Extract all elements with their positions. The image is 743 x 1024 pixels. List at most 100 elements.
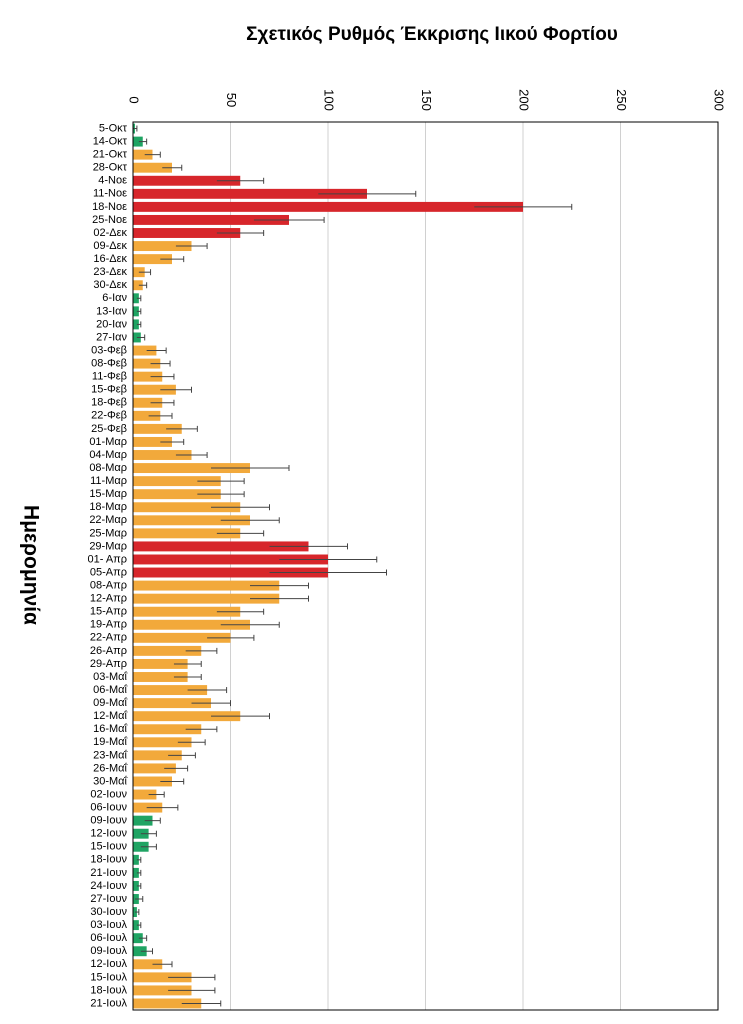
- x-tick-label: 300: [712, 89, 727, 111]
- bar: [133, 450, 192, 460]
- x-tick-label: 150: [419, 89, 434, 111]
- y-tick-label: 23-Δεκ: [93, 266, 127, 278]
- bar: [133, 397, 163, 408]
- y-tick-label: 15-Μαρ: [89, 488, 127, 500]
- y-tick-label: 25-Μαρ: [89, 527, 127, 539]
- bar: [133, 606, 241, 617]
- bar: [133, 619, 250, 630]
- y-tick-label: 16-Δεκ: [93, 253, 127, 265]
- bar: [133, 306, 139, 317]
- bar: [133, 711, 241, 722]
- bar: [133, 998, 202, 1009]
- y-tick-label: 22-Φεβ: [91, 410, 127, 422]
- y-tick-label: 26-Απρ: [90, 645, 127, 657]
- y-tick-label: 02-Δεκ: [93, 227, 127, 239]
- y-tick-label: 03-Φεβ: [91, 344, 127, 356]
- bar: [133, 724, 202, 735]
- y-tick-label: 09-Ιουν: [90, 815, 127, 827]
- x-tick-label: 200: [517, 89, 532, 111]
- y-tick-label: 4-Νοε: [98, 175, 127, 187]
- y-tick-label: 21-Οκτ: [93, 149, 128, 161]
- y-tick-label: 23-Μαΐ: [93, 749, 127, 761]
- bar: [133, 214, 289, 225]
- bar: [133, 345, 157, 356]
- bar: [133, 201, 523, 212]
- axis-title: Ημερομηνία: [19, 505, 42, 625]
- bar: [133, 867, 139, 878]
- bar: [133, 254, 172, 265]
- y-tick-label: 15-Φεβ: [91, 384, 127, 396]
- bar: [133, 489, 221, 500]
- y-tick-label: 11-Μαρ: [90, 475, 127, 487]
- bar: [133, 515, 250, 526]
- bar: [133, 658, 188, 669]
- y-tick-label: 15-Απρ: [90, 606, 127, 618]
- bar: [133, 880, 139, 891]
- bar: [133, 319, 139, 330]
- y-tick-label: 09-Ιουλ: [90, 945, 127, 957]
- y-tick-label: 08-Απρ: [90, 579, 127, 591]
- bar: [133, 175, 241, 186]
- x-tick-label: 100: [322, 89, 337, 111]
- y-tick-label: 21-Ιουν: [90, 867, 127, 879]
- bar: [133, 541, 309, 552]
- bar: [133, 228, 241, 238]
- y-tick-label: 13-Ιαν: [96, 305, 127, 317]
- y-tick-label: 06-Ιουλ: [90, 932, 127, 944]
- y-tick-label: 5-Οκτ: [99, 122, 128, 134]
- bar: [133, 371, 163, 382]
- y-tick-label: 18-Μαρ: [89, 501, 127, 513]
- y-tick-label: 15-Ιουν: [90, 841, 127, 853]
- y-tick-label: 05-Απρ: [90, 566, 127, 578]
- bar: [133, 789, 157, 800]
- y-tick-label: 22-Μαρ: [89, 514, 127, 526]
- bar: [133, 593, 280, 604]
- y-tick-label: 21-Ιουλ: [90, 997, 127, 1009]
- y-tick-label: 6-Ιαν: [102, 292, 127, 304]
- y-tick-label: 12-Ιουλ: [90, 958, 127, 970]
- y-tick-label: 30-Δεκ: [93, 279, 127, 291]
- bar: [133, 280, 143, 291]
- bar: [133, 580, 280, 591]
- y-tick-label: 28-Οκτ: [93, 162, 128, 174]
- bar: [133, 410, 161, 421]
- y-tick-label: 12-Απρ: [90, 593, 127, 605]
- y-tick-label: 29-Μαρ: [89, 540, 127, 552]
- bar: [133, 985, 192, 996]
- x-tick-label: 50: [224, 93, 239, 107]
- y-tick-label: 26-Μαΐ: [93, 762, 127, 774]
- bar: [133, 763, 176, 774]
- y-tick-label: 11-Φεβ: [92, 371, 127, 383]
- y-tick-label: 12-Ιουν: [90, 828, 127, 840]
- bar: [133, 972, 192, 983]
- bar: [133, 384, 176, 395]
- y-tick-label: 30-Μαΐ: [93, 775, 127, 787]
- bar: [133, 188, 367, 199]
- y-tick-label: 03-Ιουλ: [90, 919, 127, 931]
- bar: [133, 632, 231, 643]
- bar: [133, 502, 241, 513]
- bar: [133, 672, 188, 682]
- bar: [133, 436, 172, 447]
- bar: [133, 293, 139, 304]
- bar: [133, 162, 172, 173]
- bar: [133, 463, 250, 474]
- y-tick-label: 11-Νοε: [93, 188, 127, 200]
- y-tick-label: 04-Μαρ: [89, 449, 127, 461]
- y-tick-label: 09-Μαΐ: [93, 697, 127, 709]
- y-tick-label: 25-Φεβ: [91, 423, 127, 435]
- bar: [133, 698, 211, 709]
- bar: [133, 920, 139, 931]
- y-tick-label: 08-Φεβ: [91, 357, 127, 369]
- bar: [133, 136, 143, 147]
- y-tick-label: 12-Μαΐ: [93, 710, 127, 722]
- bar: [133, 737, 192, 748]
- bar: [133, 959, 163, 970]
- bar: [133, 567, 328, 578]
- bar: [133, 554, 328, 565]
- bar: [133, 946, 147, 957]
- y-tick-label: 19-Απρ: [90, 619, 127, 631]
- bar: [133, 815, 153, 826]
- y-tick-label: 02-Ιουν: [90, 788, 127, 800]
